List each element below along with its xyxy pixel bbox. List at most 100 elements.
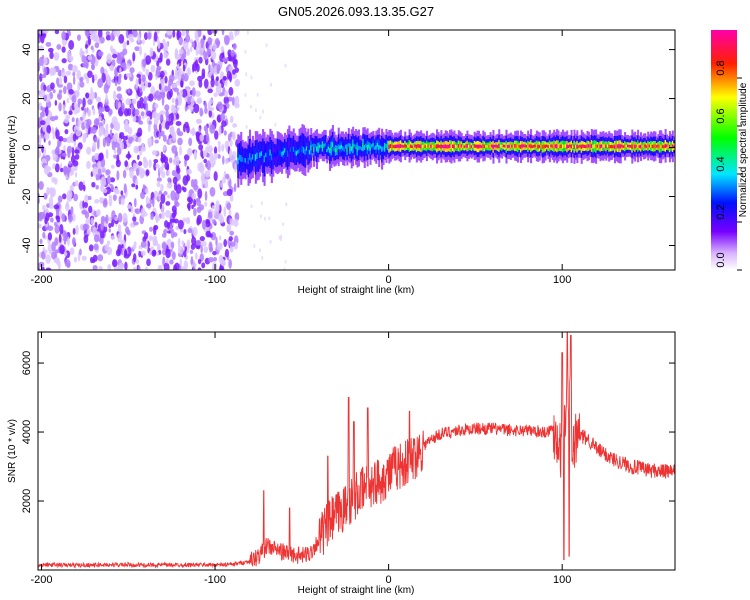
track-peak bbox=[278, 149, 281, 155]
noise-blob bbox=[193, 262, 197, 267]
noise-blob bbox=[222, 176, 226, 184]
track-peak bbox=[482, 144, 485, 148]
noise-blob bbox=[175, 113, 180, 120]
track-peak bbox=[383, 145, 387, 149]
noise-blob bbox=[151, 150, 158, 156]
noise-blob bbox=[172, 30, 176, 38]
noise-blob bbox=[132, 244, 137, 250]
noise-blob bbox=[110, 164, 115, 169]
noise-blob bbox=[137, 265, 141, 270]
noise-blob bbox=[56, 215, 61, 223]
track-peak bbox=[600, 144, 603, 148]
track-peak bbox=[336, 148, 339, 153]
noise-blob bbox=[217, 143, 221, 153]
noise-blob bbox=[79, 77, 82, 83]
noise-blob bbox=[132, 162, 137, 172]
noise-blob bbox=[47, 232, 53, 241]
noise-blob bbox=[73, 193, 79, 202]
colorbar-tick-label: 0.4 bbox=[715, 156, 727, 171]
noise-blob bbox=[226, 188, 233, 197]
noise-blob bbox=[132, 30, 138, 38]
noise-blob bbox=[45, 41, 52, 47]
track-peak bbox=[563, 144, 566, 148]
track-peak bbox=[237, 157, 240, 165]
noise-blob bbox=[133, 266, 137, 270]
track-peak bbox=[270, 153, 273, 161]
noise-blob bbox=[113, 149, 117, 154]
noise-blob bbox=[140, 111, 145, 117]
spectrogram-frame bbox=[37, 29, 676, 271]
noise-blob bbox=[83, 234, 89, 244]
noise-blob bbox=[90, 87, 93, 97]
noise-blob bbox=[166, 164, 170, 171]
track-peak bbox=[548, 144, 551, 149]
noise-blob bbox=[160, 130, 165, 137]
noise-blob bbox=[42, 231, 46, 239]
noise-blob bbox=[183, 260, 189, 270]
snr-plot bbox=[38, 332, 675, 569]
track-peak bbox=[624, 144, 627, 149]
noise-blob bbox=[87, 109, 92, 117]
noise-blob bbox=[223, 130, 227, 136]
noise-blob bbox=[49, 67, 55, 76]
track-peak bbox=[436, 144, 439, 149]
noise-blob bbox=[156, 60, 160, 67]
track-peak bbox=[362, 142, 365, 148]
track-peak bbox=[470, 145, 473, 149]
track-peak bbox=[307, 147, 310, 154]
noise-blob bbox=[193, 151, 197, 159]
track-peak bbox=[628, 144, 631, 148]
track-peak bbox=[460, 144, 463, 148]
noise-blob bbox=[224, 140, 230, 150]
noise-blob bbox=[200, 149, 204, 158]
track-peak bbox=[244, 157, 247, 163]
noise-blob bbox=[233, 218, 239, 227]
track-peak bbox=[667, 145, 670, 148]
noise-blob bbox=[147, 32, 152, 40]
noise-blob bbox=[97, 30, 103, 39]
noise-blob bbox=[228, 258, 232, 269]
noise-blob bbox=[181, 30, 186, 37]
track-peak bbox=[518, 144, 521, 148]
noise-blob bbox=[54, 224, 60, 234]
noise-blob bbox=[44, 249, 48, 254]
track-peak bbox=[381, 146, 384, 152]
noise-blob bbox=[220, 46, 225, 53]
track-peak bbox=[394, 144, 397, 149]
noise-blob bbox=[74, 149, 80, 154]
colorbar: 0.0 0.2 0.4 0.6 0.8 Normalized spectral ampl… bbox=[711, 30, 749, 271]
noise-blob bbox=[175, 120, 182, 127]
y-tick-label: 4000 bbox=[21, 420, 33, 444]
snr-xlabel: Height of straight line (km) bbox=[298, 585, 415, 596]
noise-blob bbox=[216, 63, 221, 72]
noise-blob bbox=[42, 204, 46, 211]
track-peak bbox=[273, 152, 276, 157]
track-peak bbox=[537, 144, 540, 149]
noise-blob bbox=[223, 35, 230, 46]
noise-blob bbox=[166, 30, 172, 36]
noise-blob bbox=[77, 81, 81, 91]
colorbar-tick-label: 0.8 bbox=[715, 60, 727, 75]
noise-blob bbox=[118, 34, 125, 44]
noise-blob bbox=[215, 200, 220, 210]
track-peak bbox=[670, 144, 673, 148]
noise-blob bbox=[226, 224, 232, 233]
noise-blob bbox=[38, 144, 43, 150]
noise-blob bbox=[138, 76, 142, 85]
noise-blob bbox=[38, 181, 44, 190]
noise-blob bbox=[152, 241, 159, 247]
x-tick-label: 100 bbox=[553, 574, 571, 586]
track-peak bbox=[538, 144, 541, 149]
noise-blob bbox=[94, 199, 100, 204]
noise-blob bbox=[110, 45, 114, 52]
noise-blob bbox=[139, 102, 145, 109]
track-peak bbox=[593, 143, 596, 148]
track-peak bbox=[496, 144, 499, 149]
snr-panel: -200 -100 0 100 2000 4000 6000 Height of strai… bbox=[7, 331, 676, 596]
track-peak bbox=[404, 144, 407, 148]
noise-blob bbox=[230, 241, 236, 247]
track-peak bbox=[557, 144, 560, 148]
noise-blob bbox=[152, 197, 155, 208]
track-peak bbox=[519, 144, 522, 149]
track-peak bbox=[651, 144, 654, 149]
